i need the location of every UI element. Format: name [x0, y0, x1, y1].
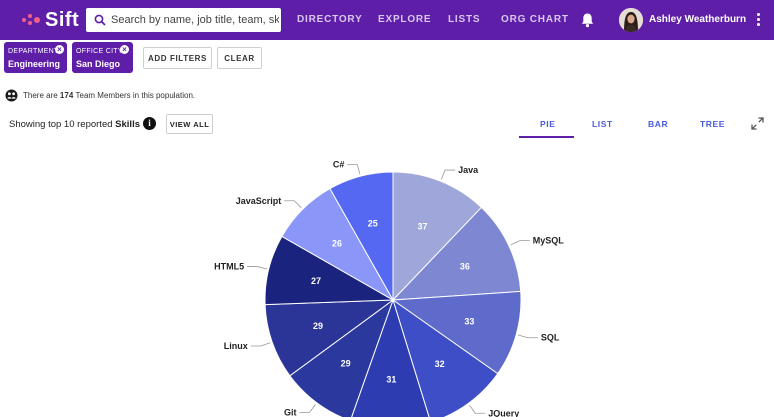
slice-value-label: 36	[460, 261, 470, 271]
slice-value-label: 27	[311, 276, 321, 286]
pie-slice[interactable]	[391, 290, 522, 375]
filter-key: DEPARTMENT	[8, 48, 59, 55]
filter-value: Engineering	[8, 59, 61, 69]
slice-value-label: 26	[332, 239, 342, 249]
info-icon[interactable]: i	[143, 117, 156, 130]
remove-filter-icon[interactable]: ×	[120, 45, 129, 54]
filter-value: San Diego	[76, 59, 121, 69]
pie-slice[interactable]	[391, 206, 522, 301]
pie-slice[interactable]	[392, 171, 483, 302]
tab-list[interactable]: LIST	[592, 119, 613, 129]
slice-value-label: 37	[418, 221, 428, 231]
chart-summary: Showing top 10 reported Skills	[9, 119, 140, 130]
tab-tree[interactable]: TREE	[700, 119, 726, 129]
top-navigation-bar: Sift DIRECTORY EXPLORE LISTS ORG CHART A…	[0, 0, 774, 40]
nav-directory[interactable]: DIRECTORY	[297, 14, 363, 25]
add-filters-button[interactable]: ADD FILTERS	[143, 47, 212, 69]
view-all-button[interactable]: VIEW ALL	[166, 114, 213, 134]
slice-leader-line	[284, 200, 302, 209]
slice-leader-line	[518, 334, 538, 339]
avatar-photo-icon	[619, 8, 643, 32]
population-suffix: Team Members in this population.	[75, 91, 196, 100]
search-icon	[94, 14, 106, 26]
slice-category-label: SQL	[541, 333, 560, 343]
slice-value-label: 32	[435, 359, 445, 369]
slice-value-label: 31	[386, 374, 396, 384]
filter-chip-office-city[interactable]: OFFICE CITY San Diego ×	[72, 42, 133, 73]
slice-value-label: 29	[341, 359, 351, 369]
team-members-icon	[5, 89, 18, 102]
pie-slice[interactable]	[264, 299, 395, 377]
search-box[interactable]	[86, 8, 281, 32]
slice-category-label: C#	[333, 160, 345, 170]
slice-category-label: HTML5	[214, 261, 244, 271]
summary-subject: Skills	[115, 119, 140, 130]
slice-category-label: Linux	[224, 341, 248, 351]
slice-category-label: JQuery	[488, 408, 519, 417]
summary-prefix: Showing top 10 reported	[9, 119, 113, 130]
filter-chip-department[interactable]: DEPARTMENT Engineering ×	[4, 42, 67, 73]
skills-pie-chart: 37 Java 36 MySQL 33 SQL 32 JQuery 31 29 Git 29 Linux…	[214, 160, 565, 417]
clear-button[interactable]: CLEAR	[217, 47, 262, 69]
remove-filter-icon[interactable]: ×	[55, 45, 64, 54]
notifications-bell-icon[interactable]	[580, 12, 595, 28]
slice-leader-line	[510, 240, 530, 246]
nav-explore[interactable]: EXPLORE	[378, 14, 432, 25]
population-prefix: There are	[23, 91, 58, 100]
slice-leader-line	[347, 164, 361, 175]
slice-value-label: 25	[368, 218, 378, 228]
tab-bar[interactable]: BAR	[648, 119, 669, 129]
filter-key: OFFICE CITY	[76, 48, 123, 55]
logo-text: Sift	[45, 8, 80, 31]
pie-slice[interactable]	[350, 298, 430, 417]
population-count: 174	[59, 91, 74, 100]
search-input[interactable]	[111, 14, 279, 26]
expand-icon[interactable]	[751, 117, 764, 130]
slice-leader-line	[247, 266, 267, 270]
slice-category-label: Java	[458, 165, 479, 175]
nav-lists[interactable]: LISTS	[448, 14, 481, 25]
slice-value-label: 33	[464, 316, 474, 326]
slice-value-label: 29	[313, 321, 323, 331]
pie-slice[interactable]	[289, 298, 395, 417]
slice-category-label: Git	[284, 407, 297, 417]
logo-dots-icon	[22, 11, 42, 29]
slice-leader-line	[299, 404, 316, 413]
user-name[interactable]: Ashley Weatherburn	[649, 14, 747, 25]
pie-slice[interactable]	[392, 298, 499, 417]
slice-leader-line	[250, 342, 271, 347]
sift-logo[interactable]: Sift	[22, 9, 79, 31]
slice-leader-line	[469, 404, 486, 414]
tab-pie[interactable]: PIE	[540, 119, 556, 129]
pie-slice[interactable]	[329, 171, 394, 302]
slice-category-label: MySQL	[533, 236, 565, 246]
active-tab-indicator	[519, 136, 574, 138]
population-summary: There are 174 Team Members in this popul…	[5, 89, 195, 102]
slice-leader-line	[440, 169, 456, 180]
nav-org-chart[interactable]: ORG CHART	[501, 14, 569, 25]
slice-category-label: JavaScript	[236, 196, 282, 206]
user-avatar[interactable]	[619, 8, 643, 32]
more-options-icon[interactable]	[754, 12, 762, 28]
